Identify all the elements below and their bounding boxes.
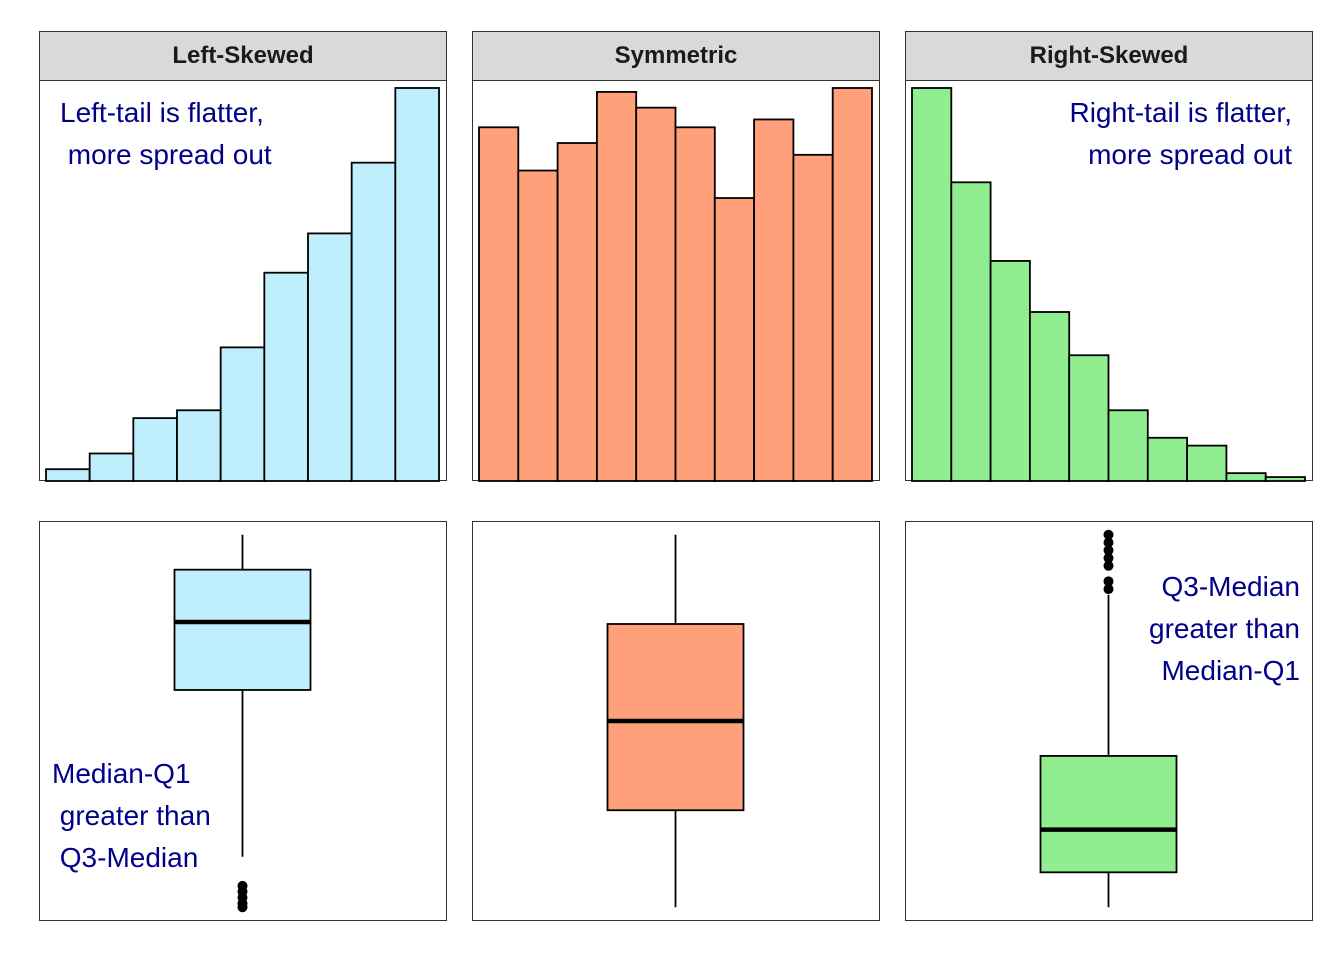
histogram-bar [1264,476,1306,482]
outlier-point [1103,576,1114,587]
outlier-point [1103,529,1114,540]
histogram-bar [950,181,992,482]
histogram-bar [1146,436,1189,482]
outlier-point [1103,537,1114,548]
boxplot [173,534,312,913]
histogram [478,87,873,482]
facet-title: Symmetric [472,31,880,81]
annotation: Q3-Median greater than Median-Q1 [1149,566,1300,692]
histogram-bar [176,409,222,482]
annotation-line: Right-tail is flatter, [1069,97,1292,128]
annotation-line: Q3-Median [1161,571,1300,602]
histogram-bar [132,417,178,482]
histogram-bar [219,346,266,482]
histogram-bar [1107,409,1149,482]
facet-title: Left-Skewed [39,31,447,81]
box [173,568,312,691]
outlier-point [1103,545,1114,556]
histogram-bar [713,197,755,482]
facet-title: Right-Skewed [905,31,1313,81]
annotation-line: Left-tail is flatter, [60,97,264,128]
histogram-bar [911,87,953,482]
boxplot [1039,529,1178,908]
histogram-bar [517,169,559,482]
histogram-bar [1186,444,1228,482]
histogram-bar [753,118,795,482]
histogram-bar [1225,472,1267,482]
histogram-bar [307,232,353,482]
histogram-bar [478,126,520,482]
outlier-point [1103,553,1114,564]
histogram-bar [394,87,440,482]
histogram-bar [635,106,677,482]
histogram-bar [1029,311,1071,482]
boxplot [606,534,745,908]
histogram-bar [45,468,91,482]
annotation: Right-tail is flatter, more spread out [1069,92,1292,176]
histogram-bar [88,452,135,482]
histogram [45,87,440,482]
annotation-line: greater than [1149,613,1300,644]
histogram-bar [792,153,834,482]
annotation-line: more spread out [60,139,272,170]
annotation-line: Median-Q1 [1161,655,1300,686]
histogram-bar [350,161,397,482]
box [1039,755,1178,874]
outlier-point [1103,560,1114,571]
histogram-bar [263,271,309,482]
histogram-bar [1068,354,1110,482]
annotation-line: more spread out [1088,139,1292,170]
box [606,623,745,812]
histogram-bar [674,126,716,482]
histogram-bar [596,91,638,482]
outlier-point [237,880,248,891]
annotation-line: greater than [52,800,211,831]
histogram-bar [831,87,873,482]
outlier-point [1103,584,1114,595]
annotation-line: Q3-Median [52,842,199,873]
histogram [911,87,1306,482]
histogram-bar [989,260,1031,482]
annotation: Median-Q1 greater than Q3-Median [52,753,211,879]
annotation-line: Median-Q1 [52,758,191,789]
annotation: Left-tail is flatter, more spread out [60,92,272,176]
histogram-bar [556,142,598,482]
